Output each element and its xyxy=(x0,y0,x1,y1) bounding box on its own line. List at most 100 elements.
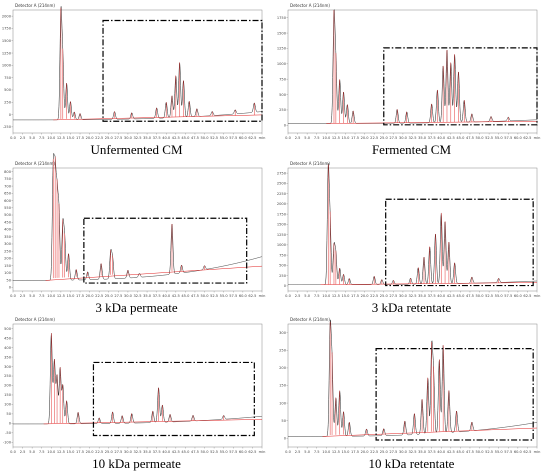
x-tick-label: 47.5 xyxy=(466,294,474,298)
y-tick-label: 400 xyxy=(4,228,12,232)
x-tick-label: 35.0 xyxy=(143,136,152,140)
integration-baseline xyxy=(45,265,263,281)
chromatogram-panel: Detector A (214nm) 1750 1500 1250 1000 750 500… xyxy=(277,2,544,160)
x-tick-label: 40.0 xyxy=(162,136,171,140)
x-tick-label: 25.0 xyxy=(105,294,114,298)
y-tick-label: 700 xyxy=(4,184,12,188)
x-tick-label: 7.5 xyxy=(314,294,320,298)
y-tick-label: 100 xyxy=(4,403,12,407)
x-tick-label: 35.0 xyxy=(418,294,427,298)
chromatogram-panel: Detector A (214nm) 800 750 700 650 600 550 500 4… xyxy=(4,152,269,318)
y-tick-label: 600 xyxy=(4,199,12,203)
x-tick-label: 25.0 xyxy=(380,450,389,454)
highlight-box xyxy=(102,19,263,122)
y-tick-label: 350 xyxy=(4,235,12,239)
x-tick-label: 10.0 xyxy=(322,294,331,298)
x-tick-label: 60.0 xyxy=(514,450,523,454)
x-tick-label: 2.5 xyxy=(295,136,301,140)
y-tick-label: 200 xyxy=(4,384,12,388)
x-tick-label: 2.5 xyxy=(295,450,301,454)
x-tick-label: 62.5 xyxy=(248,450,256,454)
x-tick-label: 57.5 xyxy=(504,450,512,454)
y-tick-label: 1000 xyxy=(277,62,287,66)
x-tick-label: 32.5 xyxy=(408,450,416,454)
x-tick-label: 12.5 xyxy=(332,450,340,454)
x-tick-label: 55.0 xyxy=(220,450,229,454)
x-tick-label: 45.0 xyxy=(181,294,190,298)
detector-header: Detector A (214nm) xyxy=(15,317,55,322)
y-tick-label: 750 xyxy=(4,177,12,181)
x-tick-label: 52.5 xyxy=(210,450,218,454)
x-tick-label: 27.5 xyxy=(389,136,397,140)
x-tick-label: 15.0 xyxy=(341,294,350,298)
x-tick-label: 12.5 xyxy=(57,136,65,140)
x-tick-label: 40.0 xyxy=(437,450,446,454)
plot-frame xyxy=(12,167,263,292)
panel-caption: Unfermented CM xyxy=(90,142,183,157)
highlight-box xyxy=(385,198,534,287)
x-tick-label: 52.5 xyxy=(210,294,218,298)
x-tick-label: 5.0 xyxy=(29,450,35,454)
x-tick-label: 10.0 xyxy=(47,136,56,140)
chromatogram-chart: Detector A (214nm)2750250022502000175015… xyxy=(277,161,541,298)
x-tick-label: 12.5 xyxy=(57,450,65,454)
y-tick-label: 0 xyxy=(284,124,287,128)
plot-frame xyxy=(287,167,538,292)
x-tick-label: 62.5 xyxy=(248,294,256,298)
x-tick-label: 15.0 xyxy=(66,450,75,454)
x-tick-label: 35.0 xyxy=(418,136,427,140)
y-tick-label: 2250 xyxy=(277,192,287,196)
y-tick-label: 1000 xyxy=(2,64,12,68)
y-tick-label: 1750 xyxy=(2,27,12,31)
y-tick-label: 150 xyxy=(4,393,12,397)
y-tick-label: 1500 xyxy=(277,31,287,35)
x-tick-label: min xyxy=(259,294,266,298)
x-tick-label: 2.5 xyxy=(295,294,301,298)
x-tick-label: 17.5 xyxy=(351,294,359,298)
x-tick-label: 2.5 xyxy=(20,294,26,298)
y-tick-label: -100 xyxy=(3,440,12,444)
x-tick-label: 62.5 xyxy=(523,294,531,298)
y-tick-label: 450 xyxy=(4,336,12,340)
x-tick-label: min xyxy=(259,136,266,140)
y-tick-label: 300 xyxy=(279,331,287,335)
x-tick-label: 20.0 xyxy=(86,136,95,140)
y-tick-label: 550 xyxy=(4,206,12,210)
y-tick-label: 200 xyxy=(279,366,287,370)
y-tick-label: 1250 xyxy=(277,233,287,237)
detector-header: Detector A (214nm) xyxy=(15,3,55,8)
x-tick-label: 42.5 xyxy=(447,450,455,454)
x-tick-label: 15.0 xyxy=(341,450,350,454)
y-tick-label: 250 xyxy=(279,274,287,278)
x-tick-label: 15.0 xyxy=(66,136,75,140)
highlight-box xyxy=(375,347,534,441)
x-tick-label: 12.5 xyxy=(332,294,340,298)
y-tick-label: 1750 xyxy=(277,212,287,216)
x-tick-label: 60.0 xyxy=(239,294,248,298)
highlight-box xyxy=(83,217,248,284)
x-tick-label: 37.5 xyxy=(428,136,436,140)
x-tick-label: 62.5 xyxy=(523,136,531,140)
chromatogram-panel: Detector A (214nm) 2750 2500 2250 2000 1750 15… xyxy=(277,160,544,318)
y-tick-label: 250 xyxy=(279,349,287,353)
x-tick-label: 55.0 xyxy=(495,294,504,298)
x-tick-label: 25.0 xyxy=(105,136,114,140)
integration-baseline xyxy=(43,419,263,425)
x-tick-label: 0.0 xyxy=(10,450,16,454)
y-tick-label: 1500 xyxy=(277,223,287,227)
x-tick-label: 22.5 xyxy=(95,294,103,298)
x-tick-label: 10.0 xyxy=(322,136,331,140)
x-tick-label: 50.0 xyxy=(476,136,485,140)
chromatogram-chart: Detector A (214nm)8007507006506005505004… xyxy=(4,152,266,298)
x-tick-label: 17.5 xyxy=(351,136,359,140)
x-tick-label: 57.5 xyxy=(229,450,237,454)
y-tick-label: 1000 xyxy=(277,243,287,247)
x-tick-label: 47.5 xyxy=(466,136,474,140)
detector-header: Detector A (214nm) xyxy=(290,3,330,8)
x-tick-label: 35.0 xyxy=(143,450,152,454)
x-tick-label: 5.0 xyxy=(304,294,310,298)
x-tick-label: 50.0 xyxy=(201,294,210,298)
y-tick-label: 100 xyxy=(279,401,287,405)
y-tick-label: 2750 xyxy=(277,171,287,175)
x-tick-label: 20.0 xyxy=(86,294,95,298)
